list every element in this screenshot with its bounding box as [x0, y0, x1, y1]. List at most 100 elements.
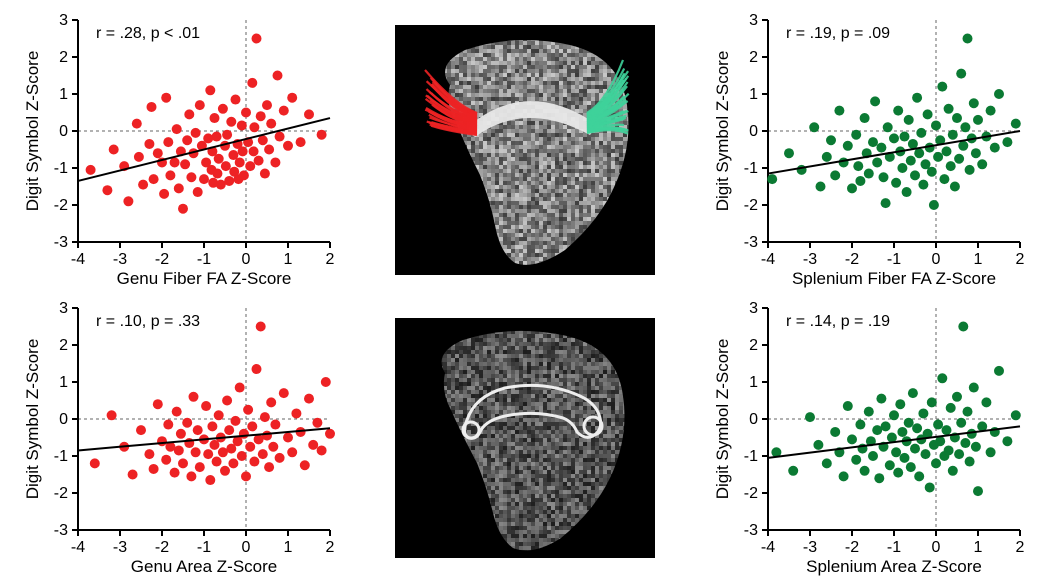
- x-tick-label: 0: [932, 539, 941, 556]
- data-point: [214, 410, 224, 420]
- data-point: [952, 392, 962, 402]
- x-tick-label: -2: [155, 539, 169, 556]
- data-points: [90, 322, 335, 486]
- data-point: [275, 132, 285, 142]
- data-point: [245, 442, 255, 452]
- y-tick-label: 1: [59, 374, 68, 391]
- data-point: [900, 132, 910, 142]
- data-point: [960, 438, 970, 448]
- y-axis-label: Digit Symbol Z-Score: [713, 339, 732, 500]
- data-points: [86, 34, 327, 214]
- data-point: [847, 434, 857, 444]
- data-point: [853, 161, 863, 171]
- data-point: [144, 139, 154, 149]
- data-point: [182, 135, 192, 145]
- data-point: [881, 421, 891, 431]
- x-tick-label: 1: [284, 539, 293, 556]
- x-tick-label: -3: [803, 539, 817, 556]
- data-point: [86, 165, 96, 175]
- data-point: [864, 407, 874, 417]
- data-point: [1002, 436, 1012, 446]
- x-tick-label: -2: [845, 539, 859, 556]
- data-point: [220, 466, 230, 476]
- data-point: [816, 182, 826, 192]
- data-point: [897, 427, 907, 437]
- data-point: [262, 431, 272, 441]
- data-point: [933, 420, 943, 430]
- data-point: [937, 373, 947, 383]
- data-point: [249, 146, 259, 156]
- data-point: [902, 187, 912, 197]
- data-point: [883, 122, 893, 132]
- data-point: [291, 408, 301, 418]
- data-point: [986, 106, 996, 116]
- data-point: [237, 120, 247, 130]
- data-point: [933, 152, 943, 162]
- x-tick-label: -4: [71, 251, 85, 268]
- data-point: [855, 176, 865, 186]
- data-point: [958, 141, 968, 151]
- data-point: [895, 399, 905, 409]
- x-tick-label: -1: [887, 539, 901, 556]
- y-tick-label: 3: [59, 12, 68, 29]
- panel-bottom-right: -4-3-2-1012-3-2-10123Splenium Area Z-Sco…: [710, 298, 1030, 578]
- data-point: [231, 416, 241, 426]
- data-point: [243, 405, 253, 415]
- x-tick-label: -4: [71, 539, 85, 556]
- data-point: [308, 440, 318, 450]
- data-point: [971, 148, 981, 158]
- x-tick-label: 1: [974, 539, 983, 556]
- data-point: [157, 436, 167, 446]
- brain-sagittal-area: [395, 318, 655, 558]
- data-point: [868, 137, 878, 147]
- data-point: [906, 156, 916, 166]
- data-point: [247, 421, 257, 431]
- data-point: [245, 161, 255, 171]
- data-point: [876, 143, 886, 153]
- data-point: [210, 113, 220, 123]
- scatter-plot: -4-3-2-1012-3-2-10123Genu Area Z-ScoreDi…: [20, 298, 340, 578]
- y-tick-label: -3: [54, 234, 68, 251]
- data-point: [107, 410, 117, 420]
- data-point: [900, 453, 910, 463]
- data-point: [134, 152, 144, 162]
- data-point: [149, 464, 159, 474]
- data-point: [910, 444, 920, 454]
- data-point: [923, 109, 933, 119]
- data-point: [960, 122, 970, 132]
- data-point: [186, 172, 196, 182]
- data-point: [864, 169, 874, 179]
- data-point: [918, 180, 928, 190]
- data-point: [193, 187, 203, 197]
- data-point: [212, 457, 222, 467]
- data-point: [258, 135, 268, 145]
- y-tick-label: 1: [749, 374, 758, 391]
- y-tick-label: 2: [59, 337, 68, 354]
- data-point: [273, 71, 283, 81]
- data-point: [153, 399, 163, 409]
- data-point: [312, 418, 322, 428]
- x-tick-label: 2: [326, 539, 335, 556]
- data-point: [283, 141, 293, 151]
- data-point: [249, 457, 259, 467]
- y-tick-label: -3: [744, 522, 758, 539]
- brain-sagittal-fiber: [395, 25, 655, 275]
- x-tick-label: 1: [284, 251, 293, 268]
- data-point: [128, 470, 138, 480]
- data-point: [239, 170, 249, 180]
- data-point: [948, 466, 958, 476]
- data-point: [163, 137, 173, 147]
- data-point: [170, 157, 180, 167]
- y-tick-label: 2: [749, 337, 758, 354]
- data-point: [954, 449, 964, 459]
- data-point: [879, 172, 889, 182]
- data-point: [238, 146, 248, 156]
- data-point: [914, 148, 924, 158]
- data-point: [860, 466, 870, 476]
- data-point: [161, 93, 171, 103]
- data-point: [317, 445, 327, 455]
- data-point: [874, 473, 884, 483]
- data-point: [944, 104, 954, 114]
- data-point: [203, 449, 213, 459]
- data-point: [270, 157, 280, 167]
